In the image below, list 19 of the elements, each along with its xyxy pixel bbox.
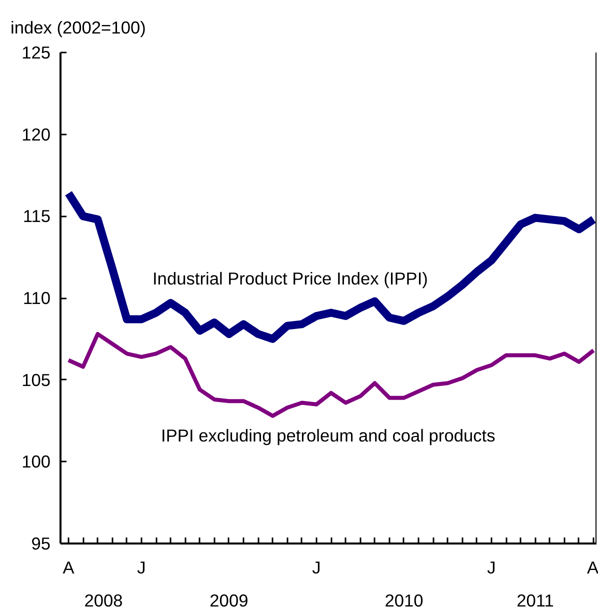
x-tick-label: J [137, 558, 146, 578]
text: 2011 [516, 590, 554, 609]
text: 2008 [84, 590, 123, 609]
y-tick-label: 125 [22, 42, 51, 62]
y-tick-label: 95 [31, 534, 51, 554]
y-tick-label: 110 [22, 288, 51, 308]
x-tick-label: J [312, 558, 321, 578]
line-series [66, 332, 596, 418]
y-tick-label: 105 [22, 370, 51, 390]
x-tick-label: A [62, 558, 75, 578]
y-tick-label: 120 [22, 124, 51, 144]
series-label: IPPI excluding petroleum and coal products [161, 425, 496, 446]
text: 2009 [210, 590, 248, 609]
series-label: Industrial Product Price Index (IPPI) [152, 268, 428, 288]
y-tick-label: 100 [22, 452, 51, 472]
y-axis-title: index (2002=100) [10, 18, 146, 38]
x-tick-label: J [487, 558, 496, 578]
y-tick-label: 115 [22, 206, 51, 226]
text: 2010 [384, 590, 424, 609]
